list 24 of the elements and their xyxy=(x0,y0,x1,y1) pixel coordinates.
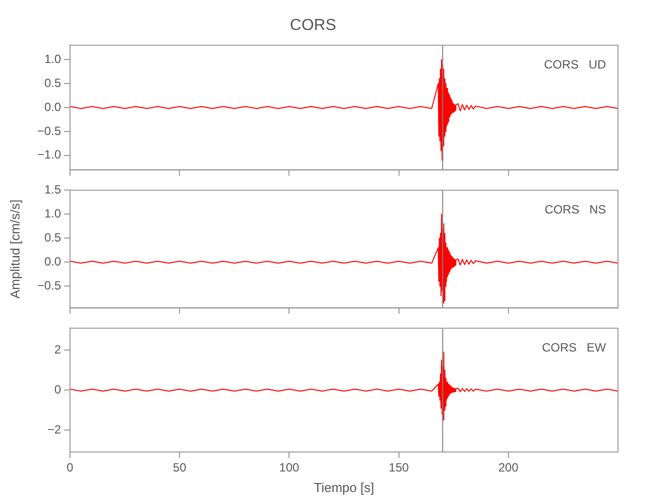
x-tick-label: 50 xyxy=(172,460,187,475)
chart-title: CORS xyxy=(290,17,336,34)
y-tick-label: −0.5 xyxy=(37,278,62,293)
annotation: CORS EW xyxy=(542,340,607,355)
x-tick-label: 150 xyxy=(388,460,410,475)
y-tick-label: 0.0 xyxy=(44,254,62,269)
x-axis-title: Tiempo [s] xyxy=(314,480,374,495)
y-tick-label: −1.0 xyxy=(37,148,62,162)
y-tick-label: 0.5 xyxy=(44,76,62,90)
y-tick-label: −0.5 xyxy=(37,124,62,138)
y-axis-title: Amplitud [cm/s/s] xyxy=(7,200,22,298)
y-tick-label: 2 xyxy=(54,342,62,356)
y-tick-label: −2 xyxy=(47,422,62,436)
y-tick-label: 0 xyxy=(54,382,62,396)
x-tick-label: 0 xyxy=(66,460,74,475)
y-tick-label: 0.5 xyxy=(44,230,62,245)
y-tick-label: 1.0 xyxy=(44,206,62,221)
x-tick-label: 200 xyxy=(498,460,519,475)
y-tick-label: 1.0 xyxy=(44,52,62,66)
y-tick-label: 1.5 xyxy=(44,182,62,197)
y-tick-label: 0.0 xyxy=(44,100,62,114)
x-tick-label: 100 xyxy=(279,460,300,475)
annotation: CORS UD xyxy=(544,58,606,72)
annotation: CORS NS xyxy=(544,202,606,217)
